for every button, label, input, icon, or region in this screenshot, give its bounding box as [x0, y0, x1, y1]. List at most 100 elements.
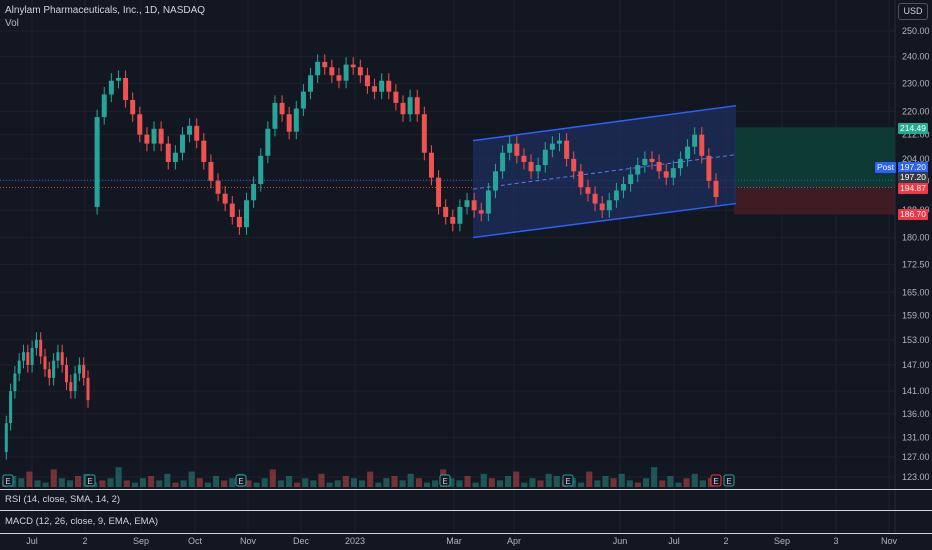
- volume-bar: [115, 467, 122, 487]
- candle-body: [428, 152, 434, 178]
- volume-bar: [626, 480, 633, 487]
- volume-bar: [196, 478, 203, 487]
- volume-bar: [423, 482, 431, 487]
- volume-bar: [277, 480, 284, 487]
- volume-bar: [229, 478, 236, 487]
- volume-bar: [245, 480, 252, 487]
- candle-body: [393, 91, 399, 103]
- candle-body: [208, 161, 214, 181]
- time-axis: Jul 2 Sep Oct Nov Dec 2023 Mar Apr Jun Jul 2 Sep 3 Nov: [26, 536, 897, 546]
- post-price-tag: 197.20: [898, 162, 928, 173]
- earnings-marker-label: E: [5, 477, 10, 486]
- candle-body: [26, 352, 30, 365]
- macd-pane-label[interactable]: MACD (12, 26, close, 9, EMA, EMA): [5, 516, 159, 527]
- candle-body: [279, 102, 285, 115]
- candle-body: [34, 339, 38, 349]
- candle-body: [692, 134, 698, 147]
- volume-bar: [513, 471, 520, 487]
- candle-body: [315, 61, 321, 76]
- volume-bar: [221, 480, 228, 487]
- candle-body: [286, 114, 292, 132]
- candle-body: [265, 128, 271, 156]
- price-tick-label: 127.00: [902, 452, 930, 462]
- earnings-marker-label: E: [726, 477, 731, 486]
- candle-body: [514, 143, 520, 156]
- price-tick-label: 230.00: [902, 78, 930, 88]
- candle-body: [151, 128, 157, 144]
- volume-bar: [156, 480, 163, 487]
- volume-bar: [34, 480, 41, 487]
- volume-bar: [505, 476, 512, 487]
- candle-body: [656, 161, 662, 172]
- price-tick-label: 147.00: [902, 360, 930, 370]
- volume-bar: [691, 473, 698, 487]
- price-tick-label: 131.00: [902, 432, 930, 442]
- candle-body: [571, 158, 577, 172]
- candle-body: [187, 125, 193, 135]
- position-zones: [0, 127, 895, 215]
- candle-body: [82, 364, 86, 378]
- entry-price-tag: 194.87: [898, 183, 928, 194]
- date-tick-label: Sep: [774, 536, 790, 546]
- pane-separator[interactable]: [0, 489, 932, 490]
- candle-body: [414, 97, 420, 115]
- volume-bar: [391, 476, 398, 487]
- candle-body: [492, 171, 498, 191]
- candle-body: [635, 165, 641, 175]
- candle-body: [421, 114, 427, 153]
- candle-body: [258, 155, 264, 185]
- candle-body: [613, 190, 619, 201]
- candle-body: [43, 356, 47, 370]
- candle-body: [478, 210, 484, 214]
- date-tick-label: Nov: [881, 536, 898, 546]
- volume-bar: [66, 480, 74, 487]
- channel-upper-line: [472, 104, 737, 142]
- candle-body: [528, 161, 534, 172]
- rsi-pane-label[interactable]: RSI (14, close, SMA, 14, 2): [5, 494, 121, 505]
- volume-bar: [334, 480, 341, 487]
- volume-bar: [683, 478, 690, 487]
- candle-body: [86, 377, 90, 401]
- price-tick-label: 153.00: [902, 335, 930, 345]
- volume-label: Vol: [5, 18, 19, 29]
- candle-body: [450, 216, 456, 224]
- date-tick-label: Mar: [446, 536, 462, 546]
- earnings-marker: [710, 474, 722, 487]
- candle-body: [229, 203, 235, 217]
- pane-separator[interactable]: [0, 510, 932, 511]
- candle-body: [144, 134, 150, 144]
- volume-bar: [310, 480, 317, 487]
- candle-body: [13, 373, 17, 392]
- volume-bar: [399, 480, 406, 487]
- candle-body: [322, 61, 328, 68]
- volume-bar: [180, 480, 187, 487]
- date-tick-label: 2023: [345, 536, 365, 546]
- candle-body: [628, 174, 634, 185]
- candle-body: [436, 177, 442, 207]
- date-tick-label: 3: [833, 536, 838, 546]
- candle-body: [670, 168, 676, 178]
- currency-button[interactable]: USD: [898, 3, 928, 20]
- candle-body: [308, 75, 314, 92]
- earnings-marker: [723, 474, 735, 487]
- volume-bar: [488, 478, 495, 487]
- candle-body: [521, 155, 527, 162]
- price-tick-label: 165.00: [902, 287, 930, 297]
- earnings-marker: [2, 474, 14, 487]
- volume-bar: [456, 480, 463, 487]
- volume-bar: [537, 480, 544, 487]
- volume-bar: [148, 476, 155, 487]
- volume-bar: [594, 480, 601, 487]
- candle-body: [542, 149, 548, 166]
- candle-body: [108, 80, 114, 95]
- price-tick-label: 220.00: [902, 106, 930, 116]
- stop-price-tag: 186.70: [898, 209, 928, 220]
- volume-bar: [107, 478, 114, 487]
- candle-body: [165, 143, 171, 162]
- volume-bar: [50, 469, 57, 487]
- candle-body: [677, 158, 683, 169]
- volume-bar: [545, 473, 552, 487]
- price-tick-label: 159.00: [902, 311, 930, 321]
